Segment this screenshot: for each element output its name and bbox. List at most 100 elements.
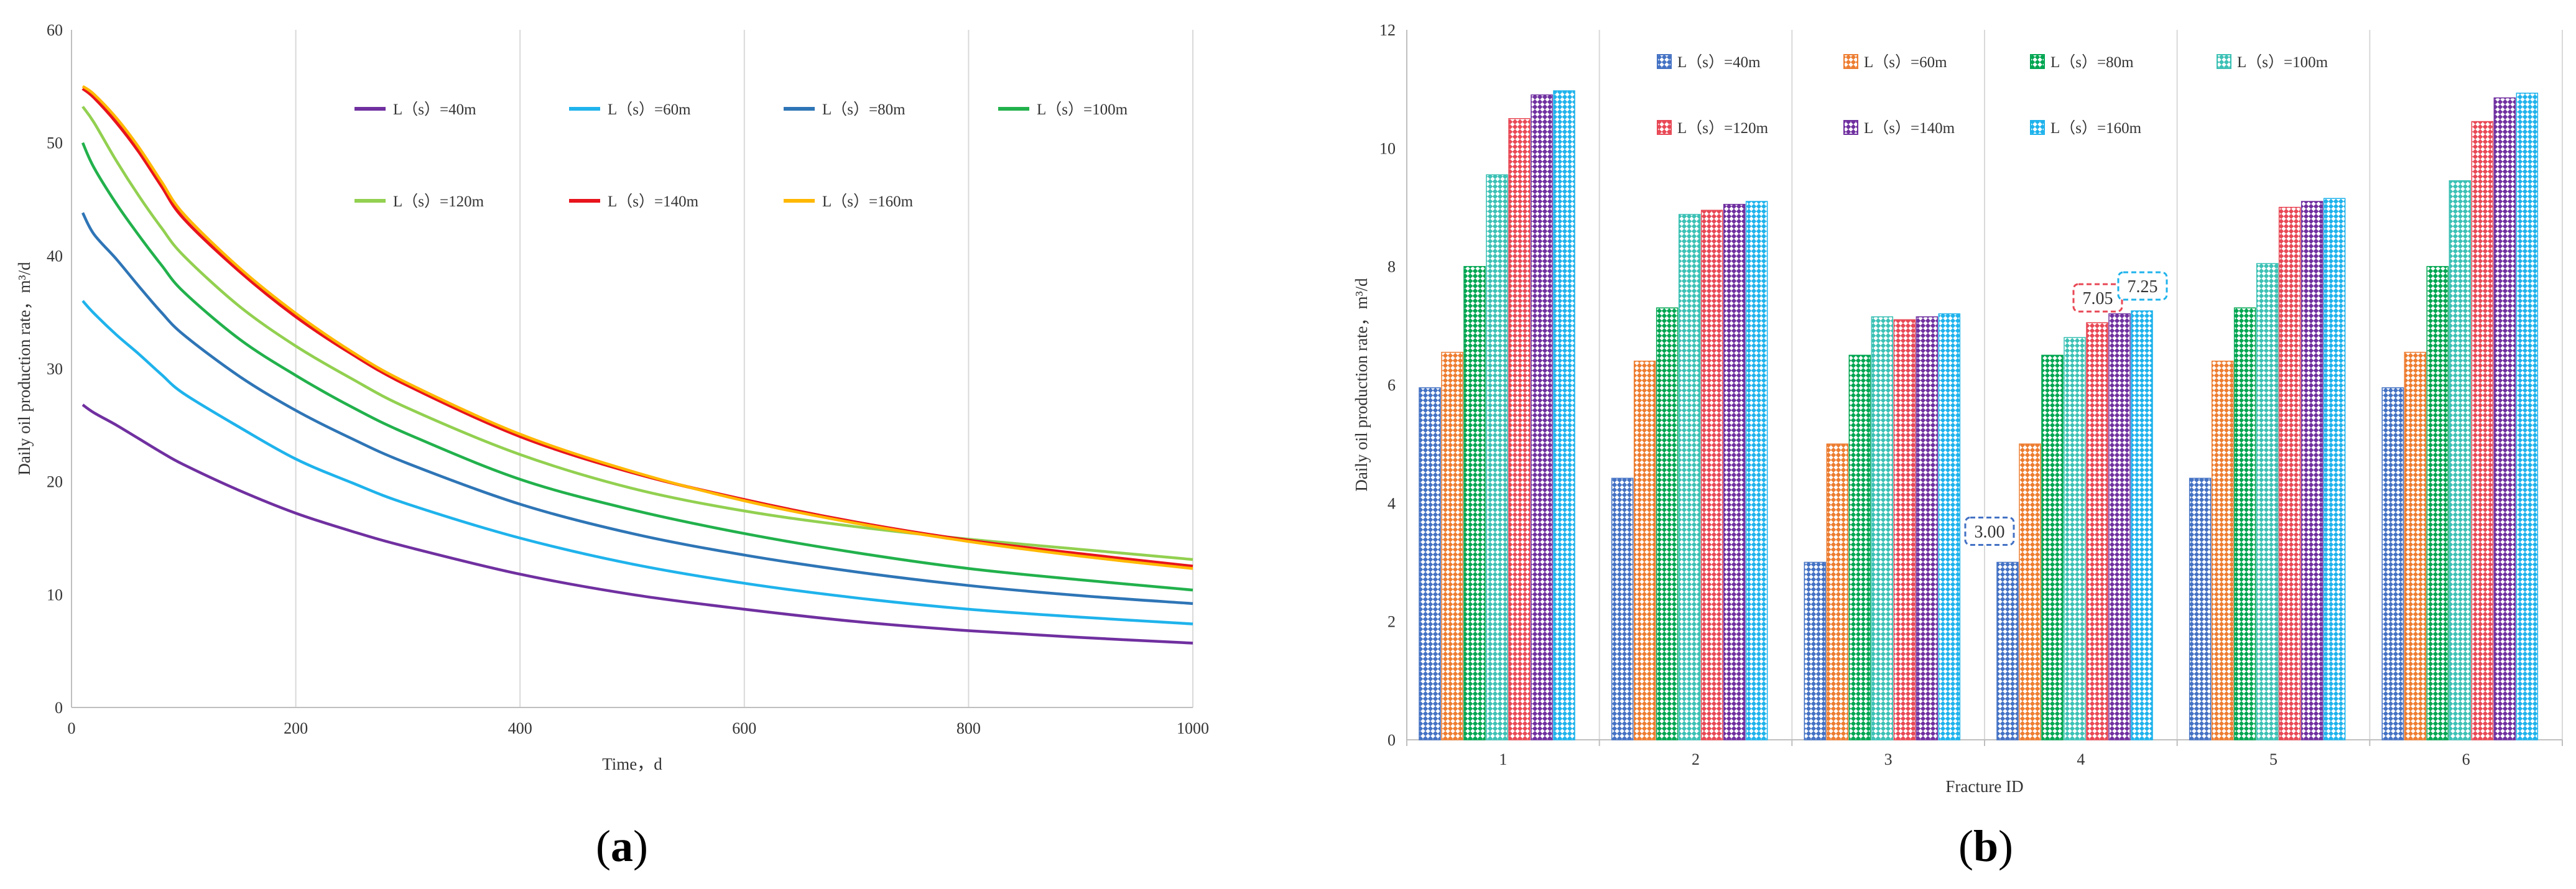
bar-6-l-s-160m: [2516, 93, 2539, 740]
bar-4-l-s-160m: [2131, 310, 2153, 740]
legend-swatch-l-s-140m: [1843, 120, 1858, 135]
bar-3-l-s-100m: [1871, 316, 1894, 740]
x-tick-label-800: 800: [957, 719, 981, 737]
x-tick-label-1: 1: [1499, 750, 1507, 768]
y-tick-label-50: 50: [47, 134, 63, 152]
legend-label-l-s-140m: L（s）=140m: [1864, 119, 1955, 137]
x-tick-label-1000: 1000: [1177, 719, 1209, 737]
legend-label-l-s-60m: L（s）=60m: [608, 101, 691, 118]
bar-2-l-s-100m: [1678, 214, 1701, 740]
legend-label-l-s-120m: L（s）=120m: [393, 193, 484, 210]
y-tick-label-20: 20: [47, 473, 63, 491]
y-tick-label-4: 4: [1388, 494, 1396, 512]
y-axis-title: Daily oil production rate，m³/d: [15, 262, 34, 476]
bar-5-l-s-40m: [2189, 477, 2212, 740]
legend-label-l-s-140m: L（s）=140m: [608, 193, 699, 210]
bar-1-l-s-40m: [1419, 387, 1441, 740]
legend-label-l-s-80m: L（s）=80m: [822, 101, 906, 118]
x-tick-label-4: 4: [2077, 750, 2085, 768]
x-tick-label-200: 200: [284, 719, 308, 737]
bar-1-l-s-60m: [1441, 351, 1463, 740]
legend-label-l-s-80m: L（s）=80m: [2050, 53, 2134, 71]
bar-4-l-s-100m: [2064, 337, 2086, 740]
bar-4-l-s-80m: [2041, 354, 2064, 740]
x-tick-label-400: 400: [508, 719, 532, 737]
bar-3-l-s-120m: [1893, 319, 1916, 740]
bar-2-l-s-120m: [1700, 210, 1723, 740]
x-tick-label-0: 0: [68, 719, 76, 737]
legend-swatch-l-s-160m: [2030, 120, 2045, 135]
bar-6-l-s-40m: [2381, 387, 2404, 740]
bar-3-l-s-80m: [1848, 354, 1871, 740]
series-line-l-s-60m: [81, 300, 1193, 625]
bar-1-l-s-140m: [1531, 94, 1553, 740]
bar-6-l-s-120m: [2471, 121, 2494, 740]
caption-a: (a): [596, 821, 648, 871]
caption-b: (b): [1958, 821, 2013, 871]
legend-swatch-l-s-40m: [1657, 54, 1672, 69]
series-line-l-s-160m: [81, 85, 1193, 570]
y-tick-label-0: 0: [55, 699, 63, 717]
bar-3-l-s-160m: [1938, 313, 1961, 740]
bar-2-l-s-140m: [1723, 203, 1746, 740]
bar-5-l-s-80m: [2233, 307, 2256, 740]
bar-4-l-s-140m: [2108, 313, 2131, 740]
bar-5-l-s-120m: [2278, 206, 2301, 740]
series-line-l-s-40m: [81, 403, 1193, 645]
legend-swatch-l-s-120m: [1657, 120, 1672, 135]
series-line-l-s-80m: [81, 212, 1193, 606]
bar-4-l-s-120m: [2086, 322, 2108, 740]
bar-4-l-s-40m: [1996, 561, 2019, 740]
legend-label-l-s-100m: L（s）=100m: [2237, 53, 2328, 71]
bar-6-l-s-80m: [2426, 265, 2449, 740]
legend-swatch-l-s-60m: [1843, 54, 1858, 69]
x-tick-label-600: 600: [732, 719, 756, 737]
x-tick-label-6: 6: [2462, 750, 2470, 768]
bar-5-l-s-140m: [2300, 201, 2323, 740]
series-line-l-s-120m: [81, 106, 1193, 561]
y-tick-label-8: 8: [1388, 258, 1396, 276]
bar-6-l-s-140m: [2493, 97, 2516, 740]
legend-label-l-s-160m: L（s）=160m: [822, 193, 914, 210]
x-axis-title: Fracture ID: [1945, 777, 2023, 796]
bar-3-l-s-60m: [1826, 443, 1849, 740]
bar-3-l-s-40m: [1804, 561, 1827, 740]
annotation-label-7-25: 7.25: [2128, 277, 2158, 297]
legend-label-l-s-160m: L（s）=160m: [2050, 119, 2142, 137]
bar-2-l-s-60m: [1633, 361, 1656, 740]
bar-3-l-s-140m: [1916, 316, 1939, 740]
bar-5-l-s-100m: [2256, 263, 2279, 740]
x-axis-title: Time，d: [602, 755, 662, 773]
line-chart-a: 0 200 400 600 800 1000 0 10 20 30 40 50 60 Time，d Dail…: [15, 21, 1209, 773]
annotation-box-7-05: [2072, 283, 2123, 313]
y-tick-label-12: 12: [1379, 21, 1396, 39]
y-tick-label-10: 10: [1379, 139, 1396, 157]
legend-label-l-s-100m: L（s）=100m: [1037, 101, 1128, 118]
y-axis-title: Daily oil production rate，m³/d: [1352, 278, 1371, 492]
y-tick-label-10: 10: [47, 586, 63, 604]
bar-2-l-s-40m: [1611, 477, 1634, 740]
y-tick-label-2: 2: [1388, 613, 1396, 631]
x-tick-label-5: 5: [2269, 750, 2277, 768]
annotation-box-7-25: [2117, 271, 2168, 301]
legend-label-l-s-60m: L（s）=60m: [1864, 53, 1947, 71]
y-tick-label-30: 30: [47, 360, 63, 378]
bar-1-l-s-160m: [1553, 90, 1575, 740]
bar-1-l-s-120m: [1508, 118, 1531, 740]
y-tick-label-60: 60: [47, 21, 63, 39]
y-tick-label-0: 0: [1388, 731, 1396, 749]
y-tick-label-6: 6: [1388, 376, 1396, 394]
bar-6-l-s-100m: [2449, 180, 2472, 740]
legend-label-l-s-40m: L（s）=40m: [393, 101, 476, 118]
legend-label-l-s-120m: L（s）=120m: [1677, 119, 1769, 137]
legend-swatch-l-s-100m: [2217, 54, 2231, 69]
annotation-box-3-00: [1964, 517, 2015, 546]
legend-swatch-l-s-80m: [2030, 54, 2045, 69]
bar-2-l-s-160m: [1745, 201, 1768, 740]
bar-1-l-s-80m: [1463, 265, 1486, 740]
series-line-l-s-100m: [81, 142, 1193, 592]
bar-5-l-s-60m: [2211, 361, 2234, 740]
legend-label-l-s-40m: L（s）=40m: [1677, 53, 1761, 71]
